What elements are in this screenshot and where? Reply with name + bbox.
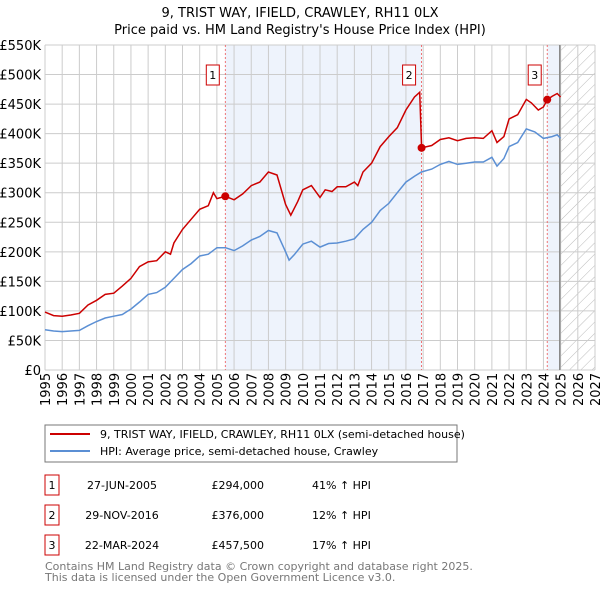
x-tick-label: 2022 <box>503 373 518 406</box>
sale-label-box <box>527 64 542 86</box>
sale-label-number: 1 <box>209 69 216 82</box>
y-tick-label: £450K <box>0 98 41 113</box>
x-tick-label: 2019 <box>452 373 467 406</box>
x-tick-label: 2017 <box>417 373 432 406</box>
table-row-number: 2 <box>49 509 56 522</box>
y-tick-label: £550K <box>0 39 41 54</box>
hpi-line <box>44 127 562 333</box>
y-tick-label: £500K <box>0 69 41 84</box>
table-row-price: £294,000 <box>212 479 265 492</box>
x-tick-label: 1995 <box>39 373 54 406</box>
y-tick-label: £100K <box>0 305 41 320</box>
y-tick-label: £50K <box>8 334 42 349</box>
sale-point <box>417 143 426 152</box>
x-tick-label: 2011 <box>314 373 329 406</box>
x-tick-label: 2024 <box>537 373 552 406</box>
legend-label-hpi: HPI: Average price, semi-detached house,… <box>100 445 379 458</box>
x-tick-label: 1996 <box>56 373 71 406</box>
table-row-hpi: 17% ↑ HPI <box>312 539 371 552</box>
chart-title: 9, TRIST WAY, IFIELD, CRAWLEY, RH11 0LX <box>162 6 439 21</box>
property-price-line <box>44 90 562 317</box>
table-row-date: 22-MAR-2024 <box>85 539 159 552</box>
x-tick-label: 2000 <box>125 373 140 406</box>
shaded-period <box>225 45 422 370</box>
transactions-table: 1 27-JUN-2005 £294,000 41% ↑ HPI 2 29-NOV-201… <box>44 474 371 556</box>
footer-line-2: This data is licensed under the Open Gov… <box>44 571 395 584</box>
x-tick-label: 2023 <box>520 373 535 406</box>
x-tick-label: 2018 <box>434 373 449 406</box>
y-tick-label: £300K <box>0 187 41 202</box>
chart-subtitle: Price paid vs. HM Land Registry's House … <box>114 23 486 38</box>
x-tick-label: 2027 <box>589 373 600 406</box>
legend: 9, TRIST WAY, IFIELD, CRAWLEY, RH11 0LX … <box>44 424 465 463</box>
x-tick-label: 2005 <box>211 373 226 406</box>
y-tick-label: £0 <box>24 364 41 379</box>
x-tick-label: 2002 <box>159 373 174 406</box>
x-tick-label: 1997 <box>73 373 88 406</box>
table-row-number: 1 <box>49 479 56 492</box>
shaded-period <box>547 45 560 370</box>
sale-label-number: 2 <box>406 69 413 82</box>
x-tick-label: 2014 <box>366 373 381 406</box>
sale-label-box <box>402 64 417 86</box>
y-tick-label: £400K <box>0 128 41 143</box>
table-row-number-box <box>44 534 60 556</box>
sale-label-box <box>205 64 220 86</box>
x-tick-label: 2004 <box>194 373 209 406</box>
table-row-date: 29-NOV-2016 <box>85 509 159 522</box>
x-tick-label: 2026 <box>572 373 587 406</box>
x-tick-label: 2009 <box>280 373 295 406</box>
y-tick-label: £200K <box>0 246 41 261</box>
x-tick-label: 2012 <box>331 373 346 406</box>
x-tick-label: 2008 <box>262 373 277 406</box>
table-row-number: 3 <box>49 539 56 552</box>
y-tick-label: £150K <box>0 275 41 290</box>
y-tick-label: £350K <box>0 157 41 172</box>
sale-point <box>543 95 552 104</box>
table-row-number-box <box>44 504 60 526</box>
sale-label-number: 3 <box>531 69 538 82</box>
x-tick-label: 1998 <box>91 373 106 406</box>
x-tick-label: 2001 <box>142 373 157 406</box>
x-tick-label: 2010 <box>297 373 312 406</box>
x-tick-label: 2013 <box>348 373 363 406</box>
x-tick-label: 2020 <box>469 373 484 406</box>
x-tick-label: 2021 <box>486 373 501 406</box>
sale-point <box>221 192 230 201</box>
y-tick-label: £250K <box>0 216 41 231</box>
table-row-price: £457,500 <box>212 539 265 552</box>
x-tick-label: 2025 <box>555 373 570 406</box>
footer-line-1: Contains HM Land Registry data © Crown c… <box>45 560 473 573</box>
x-tick-label: 2007 <box>245 373 260 406</box>
x-tick-label: 2003 <box>177 373 192 406</box>
x-tick-label: 1999 <box>108 373 123 406</box>
table-row-hpi: 41% ↑ HPI <box>312 479 371 492</box>
table-row-number-box <box>44 474 60 496</box>
x-tick-label: 2015 <box>383 373 398 406</box>
legend-label-property: 9, TRIST WAY, IFIELD, CRAWLEY, RH11 0LX … <box>100 428 465 441</box>
table-row-date: 27-JUN-2005 <box>87 479 157 492</box>
table-row-hpi: 12% ↑ HPI <box>312 509 371 522</box>
x-tick-label: 2006 <box>228 373 243 406</box>
table-row-price: £376,000 <box>212 509 265 522</box>
x-tick-label: 2016 <box>400 373 415 406</box>
